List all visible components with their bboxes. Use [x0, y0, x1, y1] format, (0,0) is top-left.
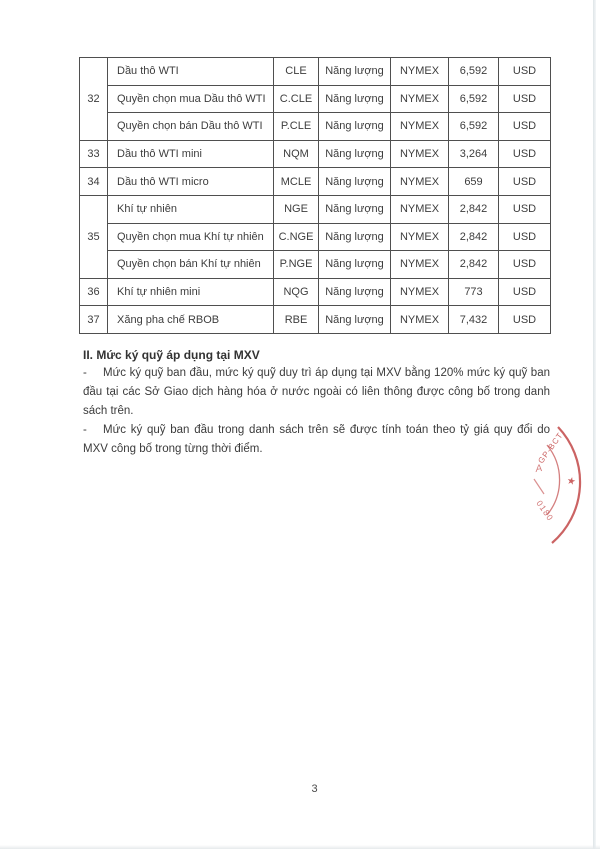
section-body: - Mức ký quỹ ban đầu, mức ký quỹ duy trì … [83, 364, 550, 459]
cell-margin: 7,432 [448, 305, 499, 334]
cell-row-number: 36 [79, 277, 108, 307]
cell-name: Dầu thô WTI mini [107, 139, 274, 169]
cell-code: RBE [273, 305, 319, 334]
margin-table: 32 Dầu thô WTI CLE Năng lượng NYMEX 6,592 USD Q… [79, 57, 551, 334]
official-stamp-icon: GP-BCT 0180 ★ A [533, 426, 582, 544]
cell-code: C.CLE [273, 84, 319, 114]
table-row: Quyền chọn bán Khí tự nhiên P.NGE Năng lượ… [80, 250, 551, 279]
cell-margin: 2,842 [448, 222, 499, 252]
cell-margin: 6,592 [448, 112, 499, 141]
cell-currency: USD [498, 112, 551, 141]
cell-category: Năng lượng [318, 167, 391, 196]
cell-margin: 2,842 [448, 194, 499, 224]
bullet-item-2: - Mức ký quỹ ban đầu trong danh sách trên… [83, 421, 550, 459]
table-row: 33 Dầu thô WTI mini NQM Năng lượng NYMEX 3,26… [79, 139, 551, 169]
cell-category: Năng lượng [318, 57, 391, 86]
stamp-inner-arc [546, 444, 561, 516]
cell-code: NQM [273, 139, 319, 169]
cell-exchange: NYMEX [390, 57, 449, 86]
table-row: 36 Khí tự nhiên mini NQG Năng lượng NYMEX 773… [79, 277, 551, 307]
cell-currency: USD [498, 222, 551, 252]
cell-name: Quyền chọn mua Dầu thô WTI [107, 84, 274, 114]
table-row: 32 Dầu thô WTI CLE Năng lượng NYMEX 6,592 USD [79, 57, 551, 141]
stamp-inner-marks: A [534, 463, 544, 475]
table-row: Quyền chọn bán Dầu thô WTI P.CLE Năng lượn… [80, 112, 551, 141]
cell-category: Năng lượng [318, 112, 391, 141]
cell-row-number: 37 [79, 305, 108, 334]
cell-currency: USD [498, 277, 551, 307]
table-row: 34 Dầu thô WTI micro MCLE Năng lượng NYMEX 65… [79, 167, 551, 196]
cell-row-number: 34 [79, 167, 108, 196]
cell-currency: USD [498, 250, 551, 279]
cell-code: C.NGE [273, 222, 319, 252]
cell-category: Năng lượng [318, 139, 391, 169]
cell-category: Năng lượng [318, 222, 391, 252]
cell-exchange: NYMEX [390, 167, 449, 196]
cell-margin: 6,592 [448, 84, 499, 114]
cell-margin: 773 [448, 277, 499, 307]
table-row: 35 Khí tự nhiên NGE Năng lượng NYMEX 2,842 USD [79, 194, 551, 279]
cell-name: Dầu thô WTI [107, 57, 274, 86]
section-heading: II. Mức ký quỹ áp dụng tại MXV [83, 348, 260, 362]
bullet-text: Mức ký quỹ ban đầu, mức ký quỹ duy trì á… [83, 367, 550, 417]
cell-name: Khí tự nhiên [107, 194, 274, 224]
cell-code: P.NGE [273, 250, 319, 279]
cell-row-number: 32 [79, 57, 108, 141]
cell-category: Năng lượng [318, 305, 391, 334]
page-bottom-shadow [0, 845, 600, 849]
cell-currency: USD [498, 167, 551, 196]
cell-exchange: NYMEX [390, 222, 449, 252]
cell-exchange: NYMEX [390, 139, 449, 169]
cell-code: NQG [273, 277, 319, 307]
table-row: 37 Xăng pha chế RBOB RBE Năng lượng NYMEX 7,4… [79, 305, 551, 334]
cell-category: Năng lượng [318, 277, 391, 307]
page-number: 3 [311, 783, 318, 795]
cell-name: Quyền chọn bán Khí tự nhiên [107, 250, 274, 279]
cell-currency: USD [498, 139, 551, 169]
cell-exchange: NYMEX [390, 250, 449, 279]
cell-category: Năng lượng [318, 194, 391, 224]
cell-exchange: NYMEX [390, 277, 449, 307]
stamp-outer-arc [551, 426, 582, 544]
cell-margin: 3,264 [448, 139, 499, 169]
cell-code: NGE [273, 194, 319, 224]
page-edge-shadow [593, 0, 596, 849]
margin-table-body: 32 Dầu thô WTI CLE Năng lượng NYMEX 6,592 USD Q… [79, 57, 551, 334]
cell-category: Năng lượng [318, 250, 391, 279]
cell-margin: 2,842 [448, 250, 499, 279]
bullet-text: Mức ký quỹ ban đầu trong danh sách trên … [83, 423, 550, 455]
cell-name: Khí tự nhiên mini [107, 277, 274, 307]
stamp-arc-text-top: GP-BCT [536, 431, 565, 466]
cell-margin: 659 [448, 167, 499, 196]
cell-name: Dầu thô WTI micro [107, 167, 274, 196]
cell-currency: USD [498, 84, 551, 114]
table-row: Quyền chọn mua Khí tự nhiên C.NGE Năng lượ… [80, 222, 551, 252]
bullet-dash: - [83, 367, 87, 379]
cell-name: Xăng pha chế RBOB [107, 305, 274, 334]
stamp-arc-text-bottom: 0180 [534, 498, 555, 523]
cell-currency: USD [498, 57, 551, 86]
bullet-dash: - [83, 423, 87, 436]
cell-row-number: 33 [79, 139, 108, 169]
cell-exchange: NYMEX [390, 305, 449, 334]
cell-exchange: NYMEX [390, 84, 449, 114]
cell-currency: USD [498, 194, 551, 224]
table-row: Quyền chọn mua Dầu thô WTI C.CLE Năng lượn… [80, 84, 551, 114]
cell-code: CLE [273, 57, 319, 86]
cell-exchange: NYMEX [390, 194, 449, 224]
cell-name: Quyền chọn bán Dầu thô WTI [107, 112, 274, 141]
stamp-star-icon: ★ [566, 475, 577, 488]
cell-row-number: 35 [79, 194, 108, 279]
stamp-inner-stroke [533, 478, 545, 495]
cell-margin: 6,592 [448, 57, 499, 86]
cell-code: MCLE [273, 167, 319, 196]
cell-code: P.CLE [273, 112, 319, 141]
cell-category: Năng lượng [318, 84, 391, 114]
cell-currency: USD [498, 305, 551, 334]
bullet-item-1: - Mức ký quỹ ban đầu, mức ký quỹ duy trì … [83, 364, 550, 421]
cell-exchange: NYMEX [390, 112, 449, 141]
cell-name: Quyền chọn mua Khí tự nhiên [107, 222, 274, 252]
